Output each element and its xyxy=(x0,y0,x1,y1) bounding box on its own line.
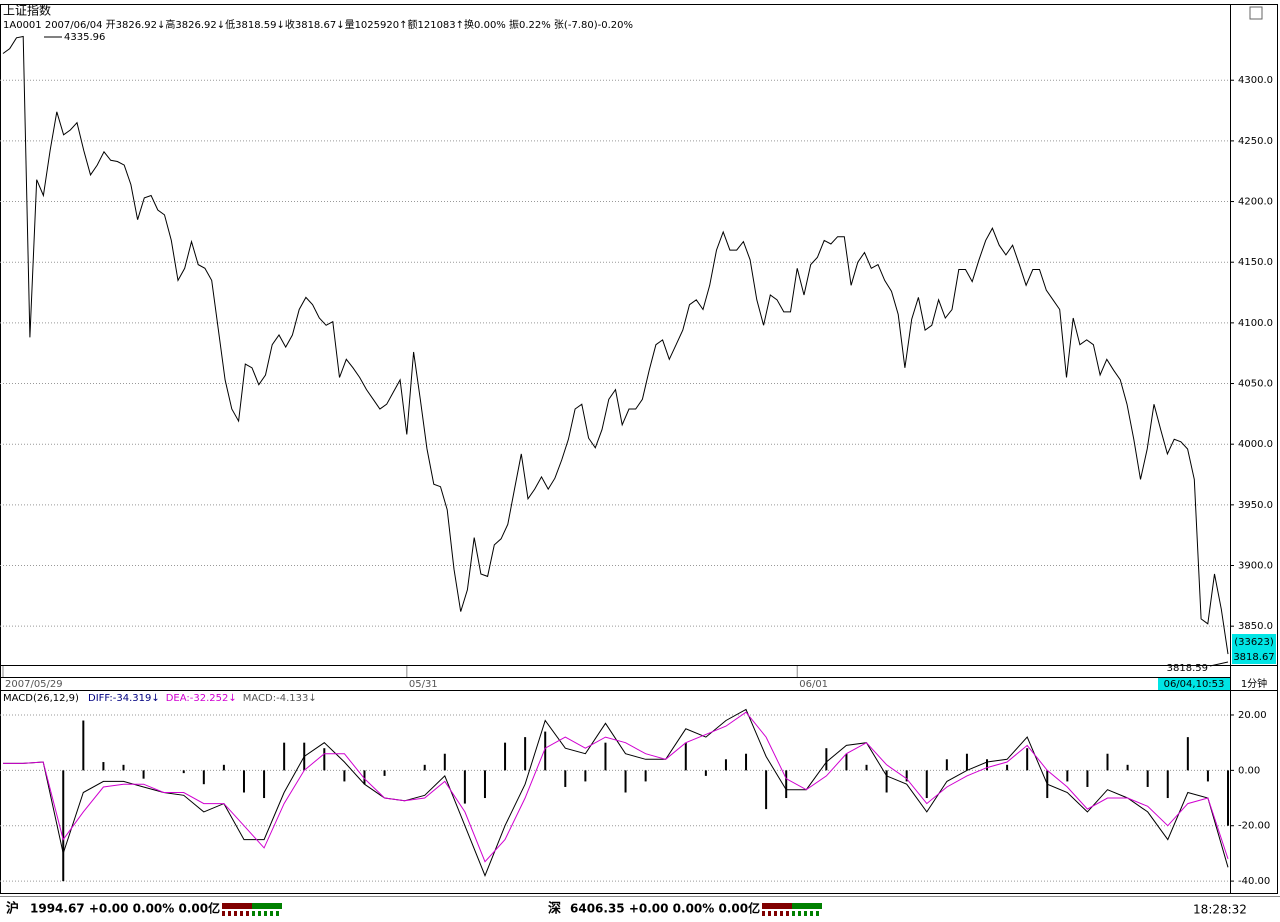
sz-label: 深 xyxy=(548,901,561,917)
sh-bar xyxy=(222,903,282,916)
period[interactable]: 1分钟 xyxy=(1241,677,1267,690)
chart-frame xyxy=(0,4,1278,894)
price-line xyxy=(2,35,1229,655)
y-tick-label: 4050.0 xyxy=(1238,379,1273,390)
annotation: 3818.59 xyxy=(1167,663,1208,674)
clock: 18:28:32 xyxy=(1193,903,1247,917)
volume-tag-bg xyxy=(1232,634,1276,649)
y-tick-label: 3950.0 xyxy=(1238,500,1273,511)
low-marker xyxy=(1209,661,1229,667)
annotation: 4335.96 xyxy=(64,32,105,43)
y-tick-label: 4300.0 xyxy=(1238,75,1273,86)
y-tick-label: -40.00 xyxy=(1238,876,1270,887)
info-line: 1A0001 2007/06/04 开3826.92↓高3826.92↓低381… xyxy=(3,18,633,31)
chart-title: 上证指数 xyxy=(3,3,51,18)
sh-quote: 1994.67 +0.00 0.00% 0.00亿 xyxy=(30,901,220,916)
sz-bar xyxy=(762,903,822,916)
cursor-time-bg xyxy=(1158,678,1230,690)
y-tick-label: 0.00 xyxy=(1238,765,1260,776)
volume-tag: (33623) xyxy=(1234,637,1274,648)
macd-line xyxy=(3,708,1229,877)
sz-quote: 6406.35 +0.00 0.00% 0.00亿 xyxy=(570,901,760,916)
y-tick-label: 4100.0 xyxy=(1238,318,1273,329)
legend-entry: DIFF:-34.319↓ xyxy=(88,693,160,704)
y-tick-label: 4250.0 xyxy=(1238,136,1273,147)
macd-title: MACD(26,12,9) xyxy=(3,693,79,704)
y-tick-label: 4150.0 xyxy=(1238,257,1273,268)
x-tick-label: 05/31 xyxy=(409,679,438,690)
y-tick-label: -20.00 xyxy=(1238,821,1270,832)
sh-label: 沪 xyxy=(6,901,19,917)
x-tick-label: 2007/05/29 xyxy=(5,679,63,690)
x-tick-label: 06/01 xyxy=(799,679,828,690)
window-button[interactable] xyxy=(1249,6,1263,20)
price-tag-bg xyxy=(1232,649,1276,664)
price-tag: 3818.67 xyxy=(1233,652,1274,663)
y-tick-label: 4200.0 xyxy=(1238,197,1273,208)
cursor-time: 06/04,10:53 xyxy=(1164,679,1225,690)
y-tick-label: 20.00 xyxy=(1238,710,1267,721)
y-tick-label: 3850.0 xyxy=(1238,621,1273,632)
legend-entry: MACD:-4.133↓ xyxy=(243,693,317,704)
legend-entry: DEA:-32.252↓ xyxy=(166,693,237,704)
y-tick-label: 3900.0 xyxy=(1238,561,1273,572)
macd-line xyxy=(3,711,1229,863)
y-tick-label: 4000.0 xyxy=(1238,439,1273,450)
